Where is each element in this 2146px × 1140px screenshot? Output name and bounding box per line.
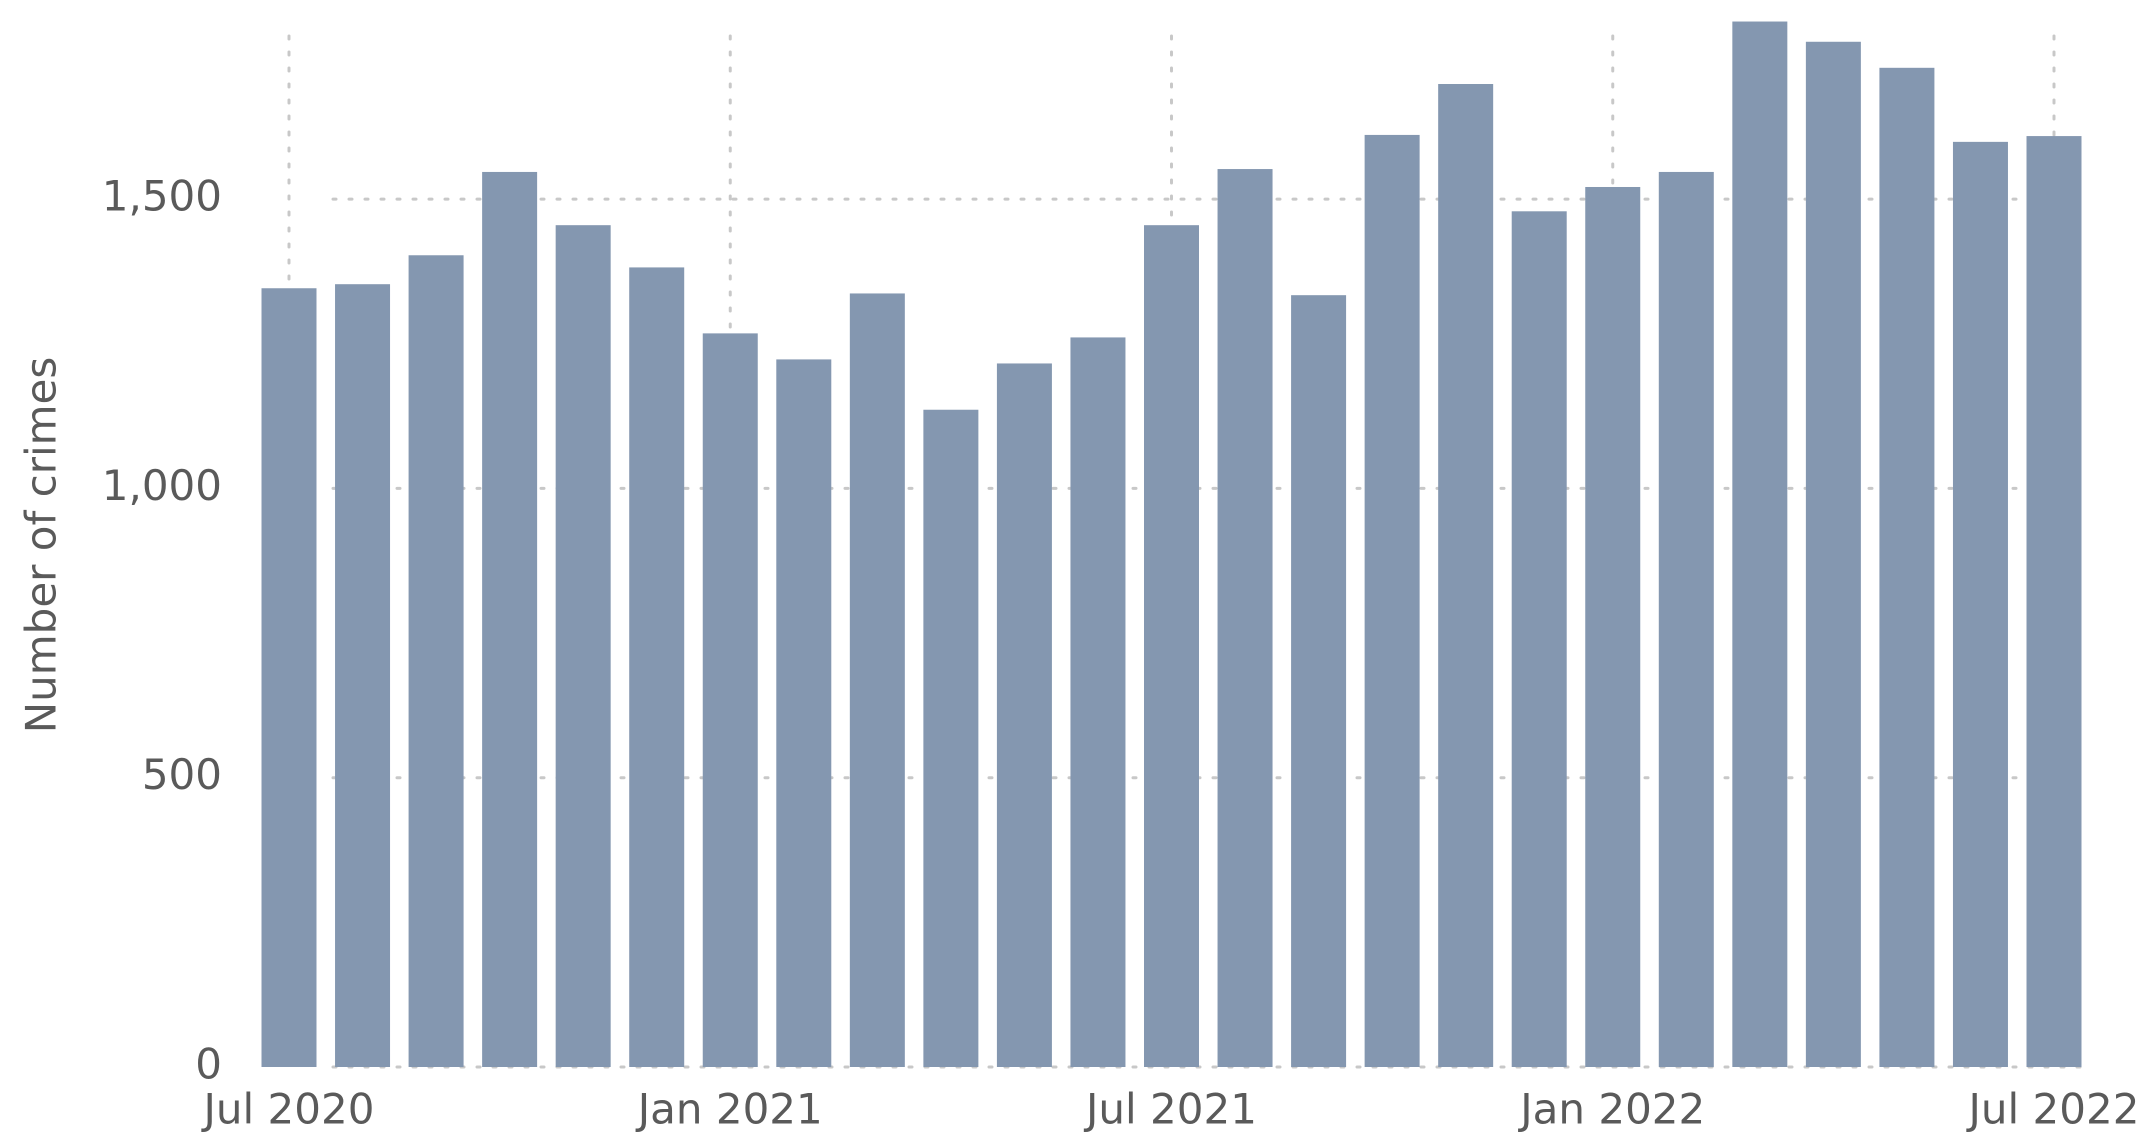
bar — [1144, 225, 1199, 1067]
x-tick-label: Jul 2022 — [1966, 1085, 2140, 1134]
bar — [1070, 337, 1126, 1068]
bar — [261, 288, 317, 1067]
bar — [629, 267, 685, 1067]
x-tick-label: Jan 2021 — [635, 1085, 823, 1134]
bar — [1952, 141, 2008, 1068]
bar — [1364, 134, 1420, 1067]
bar — [1585, 186, 1641, 1067]
x-tick-label: Jul 2021 — [1083, 1085, 1257, 1134]
bar — [408, 255, 464, 1067]
x-tick-label: Jul 2020 — [201, 1085, 375, 1134]
bar — [1438, 84, 1494, 1067]
bar — [1879, 67, 1935, 1068]
bar — [2026, 136, 2082, 1068]
y-tick-label: 1,500 — [102, 172, 222, 221]
y-tick-label: 1,000 — [102, 461, 222, 510]
y-tick-label: 500 — [142, 750, 222, 799]
bar — [1658, 171, 1714, 1067]
bar — [1217, 169, 1273, 1068]
bar — [555, 225, 611, 1067]
bar — [482, 171, 538, 1067]
bar — [702, 333, 758, 1067]
bar — [1291, 295, 1347, 1068]
bar — [1511, 211, 1567, 1068]
y-axis-title: Number of crimes — [17, 357, 66, 734]
bar — [776, 359, 832, 1068]
bar — [849, 293, 905, 1067]
bar — [1732, 21, 1788, 1067]
bar — [335, 284, 391, 1067]
bar — [923, 409, 979, 1067]
bar — [1805, 41, 1861, 1067]
bar — [996, 363, 1052, 1067]
y-tick-label: 0 — [195, 1040, 222, 1089]
x-tick-label: Jan 2022 — [1517, 1085, 1705, 1134]
